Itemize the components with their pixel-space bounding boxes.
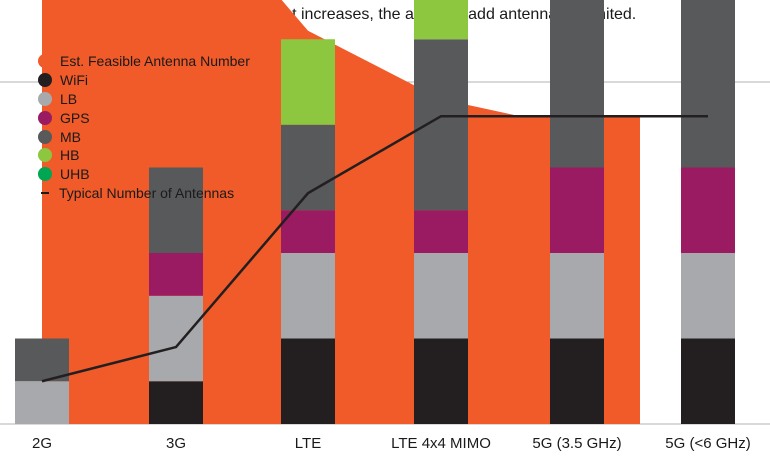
- bar-gps-6: [681, 167, 735, 253]
- legend-swatch: [38, 110, 52, 125]
- bar-lb-5: [550, 253, 604, 339]
- bar-gps-2: [149, 253, 203, 296]
- legend-item: HB: [38, 146, 250, 165]
- legend-swatch: [38, 54, 52, 69]
- x-tick-label: 5G (3.5 GHz): [532, 435, 621, 452]
- legend-item: WiFi: [38, 71, 250, 90]
- legend-label: GPS: [60, 109, 90, 126]
- bar-lb-3: [281, 253, 335, 339]
- legend-label: LB: [60, 90, 78, 107]
- bar-mb-1: [15, 338, 69, 382]
- bar-hb-3: [281, 39, 335, 125]
- x-tick-label: LTE 4x4 MIMO: [391, 435, 491, 452]
- legend-swatch: [38, 148, 52, 163]
- bar-wifi-4: [414, 338, 468, 424]
- x-tick-label: 3G: [166, 435, 186, 452]
- legend-label: Typical Number of Antennas: [59, 184, 235, 201]
- bar-lb-2: [149, 295, 203, 382]
- x-tick-label: 5G (<6 GHz): [665, 435, 750, 452]
- bar-lb-6: [681, 253, 735, 339]
- bar-gps-5: [550, 167, 604, 253]
- bar-mb-2: [149, 167, 203, 253]
- bar-gps-3: [281, 210, 335, 253]
- legend: Est. Feasible Antenna Number WiFi LB GPS MB H…: [38, 52, 250, 202]
- legend-item: LB: [38, 90, 250, 109]
- x-tick-label: LTE: [295, 435, 321, 452]
- line-typical-number-of-antennas: [41, 114, 708, 383]
- bar-lb-4: [414, 253, 468, 339]
- legend-swatch: [38, 73, 52, 88]
- legend-item: Typical Number of Antennas: [38, 184, 250, 203]
- legend-swatch: [38, 129, 52, 144]
- bar-lb-1: [15, 381, 69, 424]
- bar-wifi-6: [681, 338, 735, 424]
- bar-mb-5: [550, 0, 604, 168]
- bar-hb-4: [414, 0, 468, 40]
- legend-label: WiFi: [60, 72, 88, 89]
- bar-mb-4: [414, 39, 468, 211]
- x-tick-label: 2G: [32, 435, 52, 452]
- bar-mb-3: [281, 124, 335, 211]
- legend-item: MB: [38, 127, 250, 146]
- legend-item: Est. Feasible Antenna Number: [38, 52, 250, 71]
- bar-wifi-3: [281, 338, 335, 424]
- legend-item: UHB: [38, 165, 250, 184]
- legend-item: GPS: [38, 108, 250, 127]
- legend-swatch: [38, 167, 52, 182]
- bar-wifi-5: [550, 338, 604, 424]
- legend-swatch: [41, 191, 49, 194]
- legend-label: Est. Feasible Antenna Number: [60, 53, 250, 70]
- legend-label: MB: [60, 128, 81, 145]
- legend-swatch: [38, 91, 52, 106]
- bar-gps-4: [414, 210, 468, 253]
- legend-label: UHB: [60, 166, 90, 183]
- legend-label: HB: [60, 147, 80, 164]
- bar-wifi-2: [149, 381, 203, 424]
- bar-mb-6: [681, 0, 735, 168]
